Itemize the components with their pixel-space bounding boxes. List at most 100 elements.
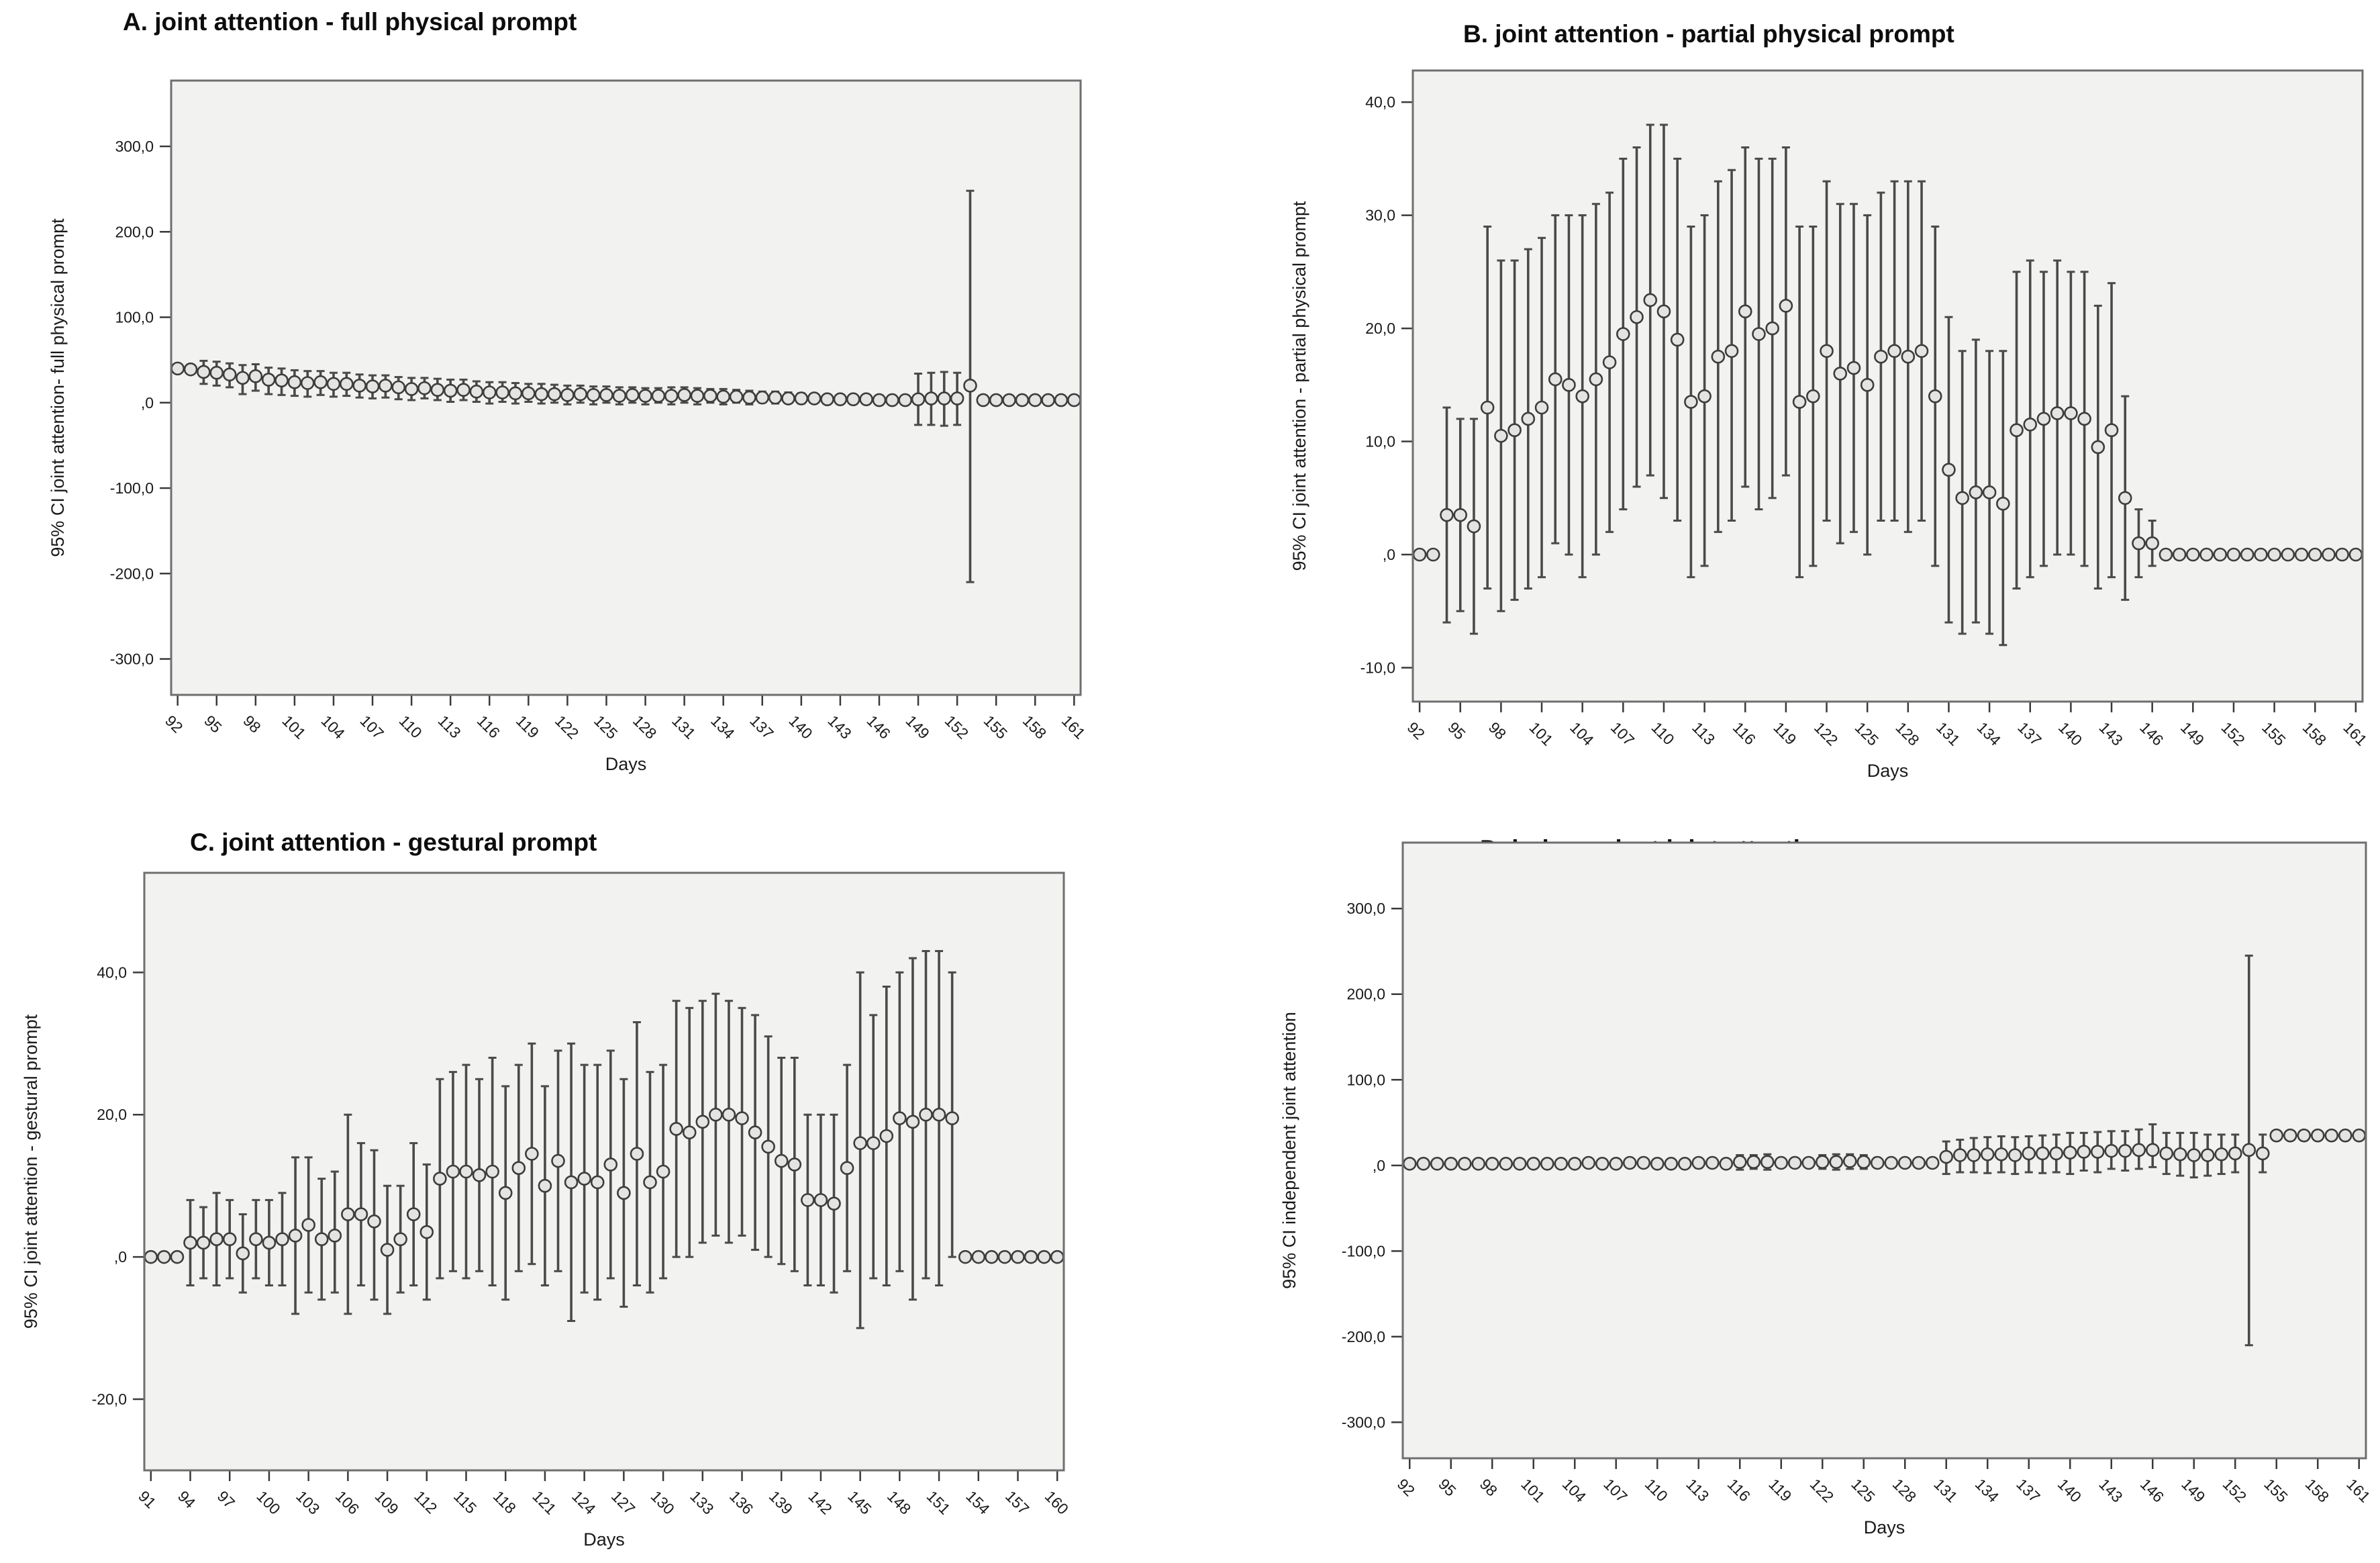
mean-marker	[1067, 393, 1081, 408]
mean-marker	[209, 365, 224, 380]
mean-marker	[1521, 412, 1536, 426]
x-tick-label: 104	[1567, 718, 1597, 749]
x-tick-label: 149	[903, 712, 934, 743]
mean-marker	[945, 1111, 959, 1125]
mean-marker	[735, 1111, 749, 1125]
mean-marker	[1567, 1156, 1582, 1171]
mean-marker	[2145, 1143, 2160, 1157]
x-tick-label: 161	[1058, 712, 1089, 743]
panel-d-chart: 300,0 200,0 100,0 ,0 -100,0 -200,0 -300,0 92 95 9…	[1279, 841, 2374, 1537]
mean-marker	[885, 393, 899, 408]
mean-marker	[924, 391, 938, 406]
mean-marker	[495, 385, 509, 399]
x-tick-label: 110	[1648, 718, 1677, 748]
mean-marker	[2159, 547, 2173, 562]
mean-marker	[1752, 327, 1766, 341]
y-tick-label: -100,0	[110, 479, 154, 497]
mean-marker	[2283, 1128, 2297, 1143]
x-tick-label: 131	[1933, 718, 1964, 749]
mean-marker	[801, 1193, 815, 1207]
mean-marker	[677, 388, 691, 402]
mean-marker	[1806, 389, 1820, 404]
mean-marker	[2254, 547, 2268, 562]
mean-marker	[560, 388, 575, 402]
x-tick-label: 118	[490, 1487, 519, 1517]
x-tick-label: 152	[942, 712, 973, 743]
mean-marker	[547, 387, 562, 401]
mean-marker	[976, 393, 991, 408]
mean-marker	[761, 1139, 775, 1154]
mean-marker	[433, 1172, 447, 1186]
x-tick-label: 94	[175, 1487, 199, 1512]
plot-frame	[170, 79, 1082, 696]
mean-marker	[469, 384, 484, 399]
mean-marker	[522, 386, 536, 401]
mean-marker	[456, 383, 470, 397]
mean-marker	[1677, 1156, 1692, 1171]
mean-marker	[1982, 485, 1997, 500]
mean-marker	[742, 390, 756, 405]
x-tick-label: 95	[1444, 718, 1469, 743]
mean-marker	[1996, 496, 2010, 511]
mean-marker	[2035, 1146, 2050, 1161]
mean-marker	[2322, 547, 2336, 562]
mean-marker	[1664, 1156, 1679, 1171]
x-tick-label: 101	[1526, 718, 1557, 749]
mean-marker	[1540, 1156, 1554, 1171]
x-tick-label: 113	[1689, 718, 1718, 748]
mean-marker	[1820, 344, 1834, 359]
mean-marker	[709, 1107, 723, 1122]
mean-marker	[404, 382, 419, 396]
mean-marker	[1967, 1148, 1981, 1162]
panel-b-title: B. joint attention - partial physical pr…	[1463, 20, 1954, 48]
mean-marker	[564, 1175, 579, 1190]
mean-marker	[1829, 1155, 1844, 1170]
x-tick-label: 113	[435, 712, 464, 741]
mean-marker	[1453, 508, 1468, 522]
mean-marker	[1955, 491, 1969, 506]
x-tick-label: 149	[2177, 718, 2208, 749]
y-tick-label: 10,0	[1365, 433, 1395, 451]
mean-marker	[664, 389, 679, 403]
mean-marker	[807, 391, 822, 406]
mean-marker	[958, 1249, 973, 1264]
mean-marker	[301, 1218, 315, 1232]
mean-marker	[1732, 1155, 1747, 1170]
x-tick-label: 146	[2137, 1475, 2168, 1506]
mean-marker	[443, 383, 458, 398]
mean-marker	[1037, 1249, 1051, 1264]
mean-marker	[1994, 1147, 2009, 1162]
x-tick-label: 110	[1642, 1475, 1671, 1505]
y-tick-label: ,0	[141, 394, 154, 412]
y-tick-label: 200,0	[115, 223, 154, 240]
mean-marker	[1595, 1156, 1609, 1171]
mean-marker	[262, 1235, 277, 1250]
mean-marker	[417, 381, 432, 395]
x-tick-label: 137	[2014, 718, 2045, 749]
mean-marker	[794, 391, 809, 406]
mean-marker	[866, 1136, 881, 1150]
mean-marker	[703, 389, 717, 403]
mean-marker	[577, 1172, 591, 1186]
y-tick-label: 200,0	[1346, 986, 1385, 1003]
plot-frame	[143, 871, 1065, 1472]
mean-marker	[379, 379, 393, 393]
x-tick-label: 131	[1930, 1475, 1961, 1506]
mean-marker	[365, 379, 380, 393]
mean-marker	[879, 1129, 894, 1143]
mean-marker	[249, 1232, 263, 1246]
mean-marker	[833, 392, 848, 406]
mean-marker	[1942, 463, 1956, 477]
mean-marker	[2214, 1147, 2229, 1162]
mean-marker	[1041, 393, 1055, 408]
mean-marker	[1467, 519, 1481, 534]
mean-marker	[2091, 440, 2105, 455]
mean-marker	[2199, 547, 2214, 562]
mean-marker	[183, 1235, 197, 1250]
mean-marker	[2090, 1145, 2105, 1159]
mean-marker	[617, 1186, 631, 1200]
mean-marker	[275, 1232, 289, 1246]
mean-marker	[1760, 1155, 1775, 1170]
mean-marker	[472, 1168, 487, 1182]
mean-marker	[485, 1164, 499, 1179]
